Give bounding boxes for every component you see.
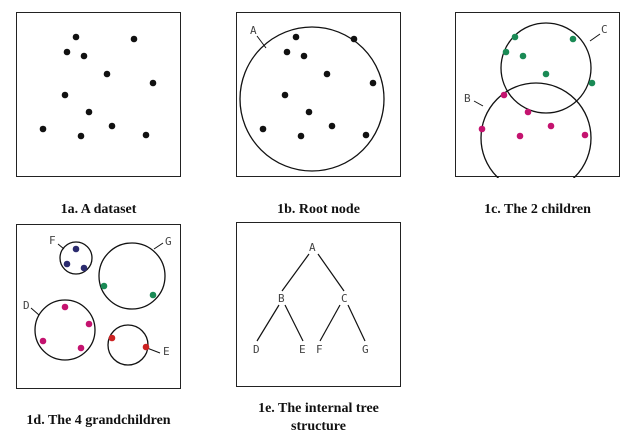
tree-node-b: B <box>278 292 285 305</box>
tree-node-f: F <box>316 343 323 356</box>
panel-grandchildren: F G D E <box>16 224 181 389</box>
label-a: A <box>250 24 257 37</box>
tree-node-c: C <box>341 292 348 305</box>
tree-diagram: A B C D E F G <box>253 241 369 356</box>
tree-node-a: A <box>309 241 316 254</box>
caption-1e: 1e. The internal tree structure <box>258 401 379 434</box>
label-b: B <box>464 92 471 105</box>
panel-tree-structure: A B C D E F G <box>236 222 401 387</box>
label-g: G <box>165 235 172 248</box>
root-node-diagram: A <box>239 24 385 172</box>
label-d: D <box>23 299 30 312</box>
panel-two-children: C B <box>455 12 620 178</box>
caption-1d: 1d. The 4 grandchildren <box>26 413 171 428</box>
label-c: C <box>601 23 608 36</box>
grandchildren-diagram: F G D E <box>23 234 172 366</box>
tree-node-d: D <box>253 343 260 356</box>
caption-1a: 1a. A dataset <box>60 202 137 217</box>
tree-node-e: E <box>299 343 306 356</box>
panel-dataset <box>16 12 181 177</box>
tree-node-g: G <box>362 343 369 356</box>
panel-root-node: A <box>236 12 401 177</box>
label-e: E <box>163 345 170 358</box>
two-children-diagram: C B <box>464 22 608 178</box>
label-f: F <box>49 234 56 247</box>
dataset-points <box>39 33 157 140</box>
caption-1c: 1c. The 2 children <box>484 202 591 217</box>
caption-1b: 1b. Root node <box>277 202 360 217</box>
